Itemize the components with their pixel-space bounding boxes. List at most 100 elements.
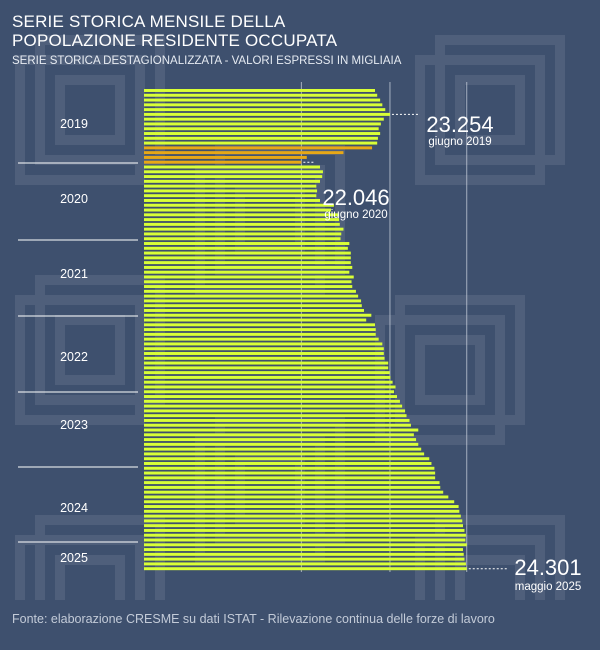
bar-82 bbox=[144, 481, 440, 485]
bar-59 bbox=[144, 371, 390, 375]
background-cube-shape bbox=[415, 35, 565, 185]
bar-85 bbox=[144, 495, 449, 499]
bar-35 bbox=[144, 256, 351, 260]
bar-56 bbox=[144, 356, 385, 360]
title-block: SERIE STORICA MENSILE DELLA POPOLAZIONE … bbox=[12, 12, 401, 67]
bar-84 bbox=[144, 490, 444, 494]
bar-88 bbox=[144, 509, 460, 513]
bar-73 bbox=[144, 438, 417, 442]
bar-55 bbox=[144, 352, 384, 355]
bar-67 bbox=[144, 409, 406, 413]
bar-32 bbox=[144, 242, 350, 245]
chart-title-line-2: POPOLAZIONE RESIDENTE OCCUPATA bbox=[12, 31, 338, 50]
background-cube-3 bbox=[15, 275, 165, 425]
bar-69 bbox=[144, 418, 410, 422]
background-cube-shape bbox=[15, 515, 165, 600]
year-label-2022: 2022 bbox=[60, 350, 88, 364]
year-label-2025: 2025 bbox=[60, 551, 88, 565]
bar-100 bbox=[144, 567, 467, 571]
bar-36 bbox=[144, 261, 351, 265]
bar-61 bbox=[144, 380, 393, 384]
bar-33 bbox=[144, 246, 348, 250]
bar-19 bbox=[144, 179, 320, 183]
annotation-label-2: maggio 2025 bbox=[515, 581, 582, 593]
bar-18 bbox=[144, 175, 323, 179]
background-cube-7 bbox=[415, 515, 565, 600]
annotation-label-1: giugno 2020 bbox=[324, 209, 387, 221]
bar-16 bbox=[144, 165, 320, 169]
background-cube-0 bbox=[15, 35, 165, 185]
bar-38 bbox=[144, 270, 350, 274]
bar-21 bbox=[144, 189, 318, 193]
annotation-value-1: 22.046 bbox=[322, 185, 389, 210]
bar-49 bbox=[144, 323, 375, 327]
bar-87 bbox=[144, 505, 459, 509]
year-label-2024: 2024 bbox=[60, 501, 88, 515]
background-cube-shape bbox=[15, 275, 165, 425]
bar-28 bbox=[144, 222, 340, 226]
bar-23 bbox=[144, 198, 320, 202]
background-cube-shape bbox=[415, 515, 565, 600]
bar-0 bbox=[144, 89, 375, 92]
bar-48 bbox=[144, 318, 367, 322]
bar-29 bbox=[144, 227, 344, 231]
bar-95 bbox=[144, 543, 467, 547]
bar-7 bbox=[144, 122, 381, 126]
bar-68 bbox=[144, 414, 407, 418]
bar-66 bbox=[144, 404, 403, 408]
bar-43 bbox=[144, 294, 359, 298]
bar-37 bbox=[144, 265, 353, 269]
bar-63 bbox=[144, 390, 395, 394]
background-cube-shape bbox=[15, 35, 165, 185]
bar-47 bbox=[144, 313, 372, 317]
bar-52 bbox=[144, 337, 379, 341]
background-cube-1 bbox=[415, 35, 565, 185]
bar-45 bbox=[144, 304, 362, 308]
bar-98 bbox=[144, 557, 465, 561]
annotation-label-0: giugno 2019 bbox=[428, 136, 491, 148]
bar-86 bbox=[144, 500, 455, 504]
bar-58 bbox=[144, 366, 389, 370]
bar-6 bbox=[144, 117, 384, 121]
bar-17 bbox=[144, 170, 323, 174]
bar-89 bbox=[144, 514, 461, 518]
bar-20 bbox=[144, 184, 317, 188]
bar-78 bbox=[144, 462, 432, 465]
bar-12 bbox=[144, 146, 373, 150]
bar-96 bbox=[144, 548, 463, 552]
bar-14 bbox=[144, 155, 307, 159]
bar-26 bbox=[144, 213, 340, 217]
bar-50 bbox=[144, 328, 376, 332]
bar-97 bbox=[144, 552, 464, 556]
chart-title-line-1: SERIE STORICA MENSILE DELLA bbox=[12, 12, 286, 31]
bar-90 bbox=[144, 519, 463, 523]
bar-81 bbox=[144, 476, 436, 480]
bar-62 bbox=[144, 385, 396, 389]
bar-31 bbox=[144, 237, 341, 241]
bar-72 bbox=[144, 433, 414, 437]
bar-80 bbox=[144, 471, 436, 475]
bar-75 bbox=[144, 447, 422, 451]
background-cube-6 bbox=[15, 515, 165, 600]
annotation-value-0: 23.254 bbox=[426, 112, 493, 137]
bar-2 bbox=[144, 98, 381, 102]
bar-91 bbox=[144, 524, 463, 528]
year-label-2023: 2023 bbox=[60, 418, 88, 432]
bar-15 bbox=[144, 160, 302, 164]
bar-65 bbox=[144, 399, 400, 403]
bar-11 bbox=[144, 141, 378, 145]
bar-27 bbox=[144, 218, 340, 222]
bar-3 bbox=[144, 103, 383, 107]
bar-4 bbox=[144, 108, 386, 112]
bar-30 bbox=[144, 232, 342, 236]
source-footer: Fonte: elaborazione CRESME su dati ISTAT… bbox=[12, 612, 495, 626]
bar-39 bbox=[144, 275, 354, 279]
bar-41 bbox=[144, 285, 353, 289]
bar-83 bbox=[144, 485, 441, 489]
bar-64 bbox=[144, 395, 397, 399]
bar-60 bbox=[144, 375, 391, 379]
year-label-2020: 2020 bbox=[60, 192, 88, 206]
bar-44 bbox=[144, 299, 362, 303]
annotation-value-2: 24.301 bbox=[514, 555, 581, 580]
bar-71 bbox=[144, 428, 419, 432]
